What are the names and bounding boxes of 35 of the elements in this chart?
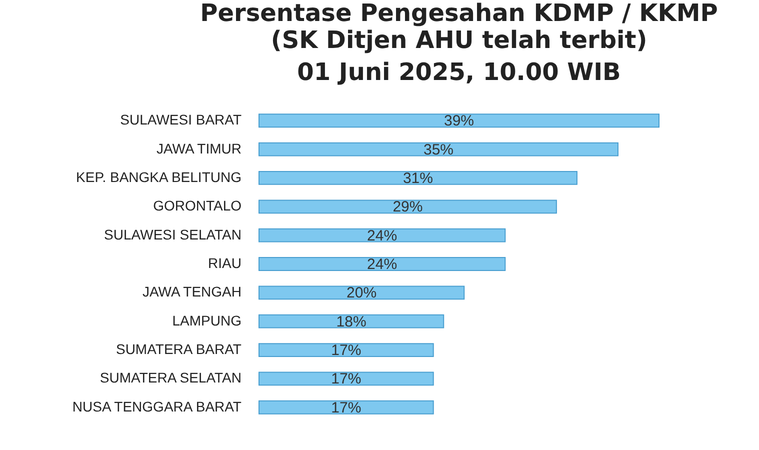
bar	[258, 286, 465, 300]
y-tick-label: LAMPUNG	[172, 312, 242, 328]
data-label: 18%	[336, 313, 366, 330]
data-label: 39%	[444, 112, 474, 130]
bar	[258, 343, 434, 357]
data-label: 24%	[367, 227, 398, 244]
y-tick-label: SUMATERA SELATAN	[100, 370, 242, 386]
data-label: 31%	[402, 170, 433, 187]
y-tick-label: SUMATERA BARAT	[116, 341, 242, 358]
y-tick-label: SULAWESI BARAT	[120, 112, 242, 128]
bar	[258, 372, 434, 386]
bar	[258, 314, 444, 328]
data-label: 17%	[331, 342, 362, 360]
data-label: 29%	[392, 198, 423, 216]
bar	[258, 228, 506, 242]
y-tick-label: KEP. BANGKA BELITUNG	[76, 168, 242, 185]
bar	[258, 114, 660, 128]
bar	[258, 200, 557, 214]
data-label: 17%	[331, 370, 362, 388]
chart-title: Persentase Pengesahan KDMP / KKMP	[200, 0, 718, 27]
bar	[258, 257, 506, 271]
bar	[258, 171, 578, 185]
data-label: 24%	[367, 256, 398, 273]
data-label: 17%	[331, 399, 362, 416]
bar	[258, 400, 434, 414]
y-tick-label: RIAU	[208, 255, 242, 271]
y-tick-label: NUSA TENGGARA BARAT	[72, 398, 242, 414]
y-tick-label: JAWA TIMUR	[156, 140, 242, 156]
y-tick-label: SULAWESI SELATAN	[104, 226, 242, 242]
data-label: 35%	[423, 141, 454, 158]
chart-subtitle: (SK Ditjen AHU telah terbit) 01 Juni 2025, 10.00 WIB	[270, 26, 648, 86]
y-tick-label: GORONTALO	[153, 198, 242, 214]
bar	[258, 142, 618, 156]
y-tick-label: JAWA TENGAH	[142, 284, 242, 300]
data-label: 20%	[346, 284, 377, 302]
